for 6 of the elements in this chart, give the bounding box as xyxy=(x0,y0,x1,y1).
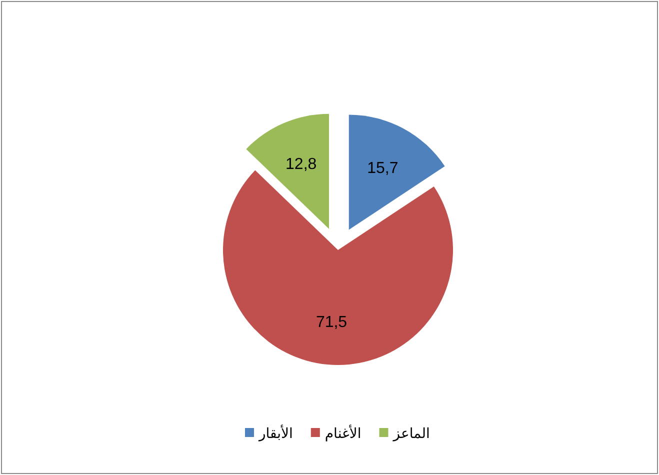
legend-label: الأغنام xyxy=(324,424,362,442)
legend-label: الأبقار xyxy=(258,424,293,442)
legend-label: الماعز xyxy=(392,426,430,442)
data-label: 71,5 xyxy=(316,314,348,332)
data-label: 15,7 xyxy=(367,160,398,177)
data-label: 12,8 xyxy=(286,156,317,174)
